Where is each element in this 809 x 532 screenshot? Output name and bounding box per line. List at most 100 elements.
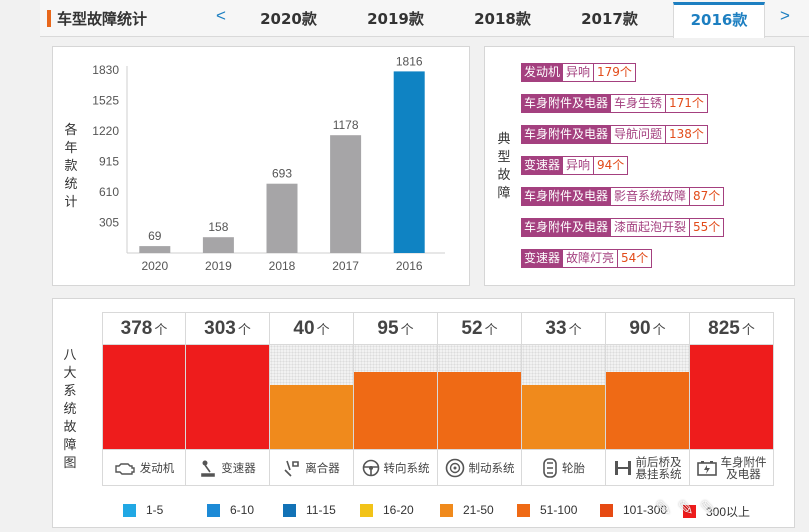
fault-item[interactable]: 车身附件及电器 导航问题 138个 (521, 125, 708, 144)
fault-item[interactable]: 车身附件及电器 车身生锈 171个 (521, 94, 708, 113)
fault-issue-tag: 故障灯亮 (563, 249, 619, 268)
prev-year-arrow[interactable]: < (216, 6, 226, 25)
system-icon-cell[interactable]: 前后桥及 悬挂系统 (606, 449, 689, 486)
fault-issue-tag: 漆面起泡开裂 (611, 218, 691, 237)
brake-disc-icon (445, 458, 465, 478)
fault-issue-tag: 导航问题 (611, 125, 667, 144)
chart-y-label-char: 款 (64, 159, 78, 174)
system-count-value: 95 (377, 318, 399, 339)
bar-value-label: 1816 (396, 54, 423, 68)
system-icon-cell[interactable]: 制动系统 (438, 449, 521, 486)
fault-system-tag: 发动机 (521, 63, 564, 82)
system-count-unit: 个 (237, 323, 251, 338)
system-bar-area (606, 345, 689, 449)
systems-label-char: 图 (63, 456, 77, 471)
system-bar-area (186, 345, 269, 449)
system-column: 95 个转向系统 (354, 312, 438, 486)
system-count-value: 40 (293, 318, 315, 339)
systems-label-char: 系 (63, 384, 77, 399)
bar-2016 (393, 71, 425, 254)
y-tick-label: 1220 (92, 124, 119, 138)
fault-issue-tag: 异响 (563, 63, 595, 82)
system-count-unit: 个 (154, 323, 168, 338)
system-bar-area (354, 345, 437, 449)
system-icon-cell[interactable]: 变速器 (186, 449, 269, 486)
system-level-bar (438, 372, 521, 449)
fault-count-tag: 94个 (594, 156, 629, 175)
system-count-value: 33 (545, 318, 567, 339)
system-count-unit: 个 (741, 323, 755, 338)
x-tick-label: 2017 (332, 259, 359, 273)
fault-item[interactable]: 变速器 故障灯亮 54个 (521, 249, 653, 268)
legend-item: 21-50 (440, 503, 494, 517)
typical-faults-label: 典 型 故 障 (496, 131, 512, 203)
legend-swatch (283, 503, 296, 517)
fault-item[interactable]: 车身附件及电器 漆面起泡开裂 55个 (521, 218, 725, 237)
system-count-cell: 378 个 (103, 312, 185, 345)
system-column: 52 个制动系统 (438, 312, 522, 486)
tab-2019[interactable]: 2019款 (367, 10, 424, 28)
next-year-arrow[interactable]: > (780, 6, 790, 25)
system-icon-cell[interactable]: 车身附件 及电器 (690, 449, 773, 486)
system-count-unit: 个 (484, 323, 498, 338)
fault-issue-tag: 车身生锈 (611, 94, 667, 113)
y-tick-label: 1830 (92, 63, 119, 77)
legend-item: 51-100 (517, 503, 577, 517)
tab-2018[interactable]: 2018款 (474, 10, 531, 28)
system-count-cell: 303 个 (186, 312, 269, 345)
severity-legend: 1-5 6-10 11-15 16-20 21-50 51-100 101-300 300以上 (123, 503, 773, 519)
system-name: 发动机 (139, 460, 175, 475)
chart-y-label-char: 计 (64, 195, 78, 210)
x-tick-label: 2016 (396, 259, 423, 273)
system-level-bar (270, 384, 353, 449)
fault-count-tag: 138个 (666, 125, 708, 144)
x-tick-label: 2020 (141, 259, 168, 273)
tab-2016[interactable]: 2016款 (673, 2, 765, 38)
x-tick-label: 2018 (269, 259, 296, 273)
system-level-bar (690, 345, 773, 449)
system-name: 转向系统 (383, 460, 430, 475)
system-icon-cell[interactable]: 离合器 (270, 449, 353, 486)
legend-item: 11-15 (283, 503, 336, 517)
y-tick-label: 915 (99, 155, 119, 169)
legend-item: 1-5 (123, 503, 163, 517)
legend-item: 16-20 (360, 503, 414, 517)
system-icon-cell[interactable]: 发动机 (103, 449, 185, 486)
fault-system-tag: 车身附件及电器 (521, 218, 612, 237)
fault-item[interactable]: 变速器 异响 94个 (521, 156, 629, 175)
bar-2018 (266, 183, 298, 253)
system-column: 40 个离合器 (270, 312, 354, 486)
system-level-bar (354, 372, 437, 449)
systems-label-char: 八 (63, 348, 77, 363)
yearly-bar-chart: 305 610 915 1220 1525 1830 69 2020 158 2019 693 201… (92, 54, 445, 273)
system-count-unit: 个 (400, 323, 414, 338)
system-column: 303 个变速器 (186, 312, 270, 486)
title-accent-bar (47, 10, 51, 27)
bar-value-label: 693 (272, 167, 292, 181)
typical-label-char: 型 (497, 150, 511, 165)
system-count-unit: 个 (316, 323, 330, 338)
tab-2020[interactable]: 2020款 (260, 10, 317, 28)
legend-label: 51-100 (540, 503, 578, 517)
system-icon-cell[interactable]: 轮胎 (522, 449, 605, 486)
system-name: 制动系统 (468, 460, 515, 475)
fault-issue-tag: 异响 (563, 156, 595, 175)
tab-2017[interactable]: 2017款 (581, 10, 638, 28)
system-name: 变速器 (221, 460, 256, 475)
yearly-stats-panel: 各 年 款 统 计 305 610 915 1220 1525 1830 69 2020 158… (52, 46, 470, 286)
system-icon-cell[interactable]: 转向系统 (354, 449, 437, 486)
fault-count-tag: 179个 (594, 63, 636, 82)
system-level-bar (103, 345, 185, 449)
eight-systems-panel: 八 大 系 统 故 障 图 378 个发动机 303 个变速器 40 个离合器 95 个转向系… (52, 298, 795, 528)
fault-item[interactable]: 发动机 异响 179个 (521, 63, 636, 82)
fault-item[interactable]: 车身附件及电器 影音系统故障 87个 (521, 187, 725, 206)
system-name: 前后桥及 悬挂系统 (635, 454, 682, 481)
system-name: 轮胎 (562, 460, 585, 475)
bar-2017 (330, 135, 362, 253)
typical-label-char: 典 (497, 132, 511, 147)
legend-item: 6-10 (207, 503, 254, 517)
system-count-value: 303 (204, 318, 236, 339)
clutch-pedal-icon (283, 459, 301, 477)
legend-item: 300以上 (683, 503, 750, 520)
fault-count-tag: 54个 (618, 249, 653, 268)
